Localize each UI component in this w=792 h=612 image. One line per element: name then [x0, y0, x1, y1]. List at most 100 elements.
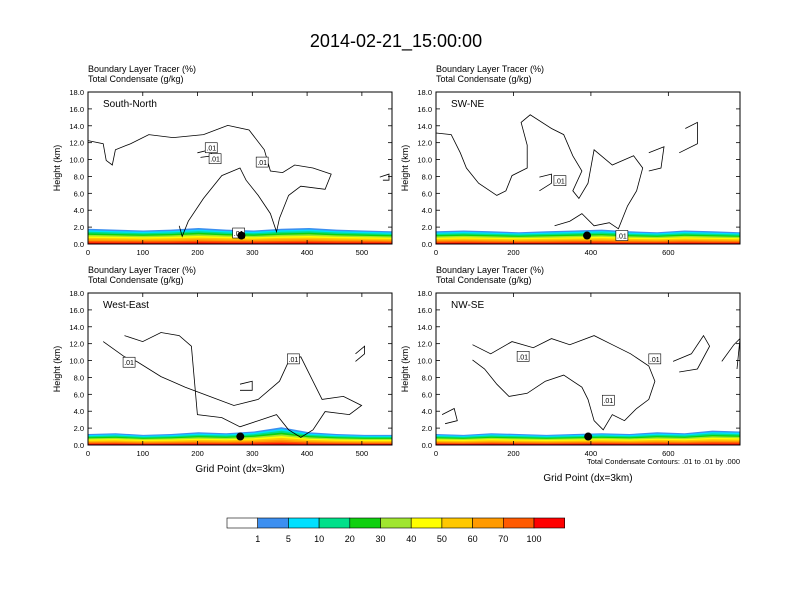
y-tick-label: 12.0	[417, 139, 432, 148]
condensate-contour	[721, 338, 740, 370]
y-tick-label: 16.0	[417, 105, 432, 114]
figure-title: 2014-02-21_15:00:00	[309, 31, 483, 51]
panel-label: West-East	[103, 300, 149, 311]
colorbar-swatch	[533, 517, 566, 529]
x-tick-label: 0	[434, 449, 438, 458]
x-tick-label: 400	[585, 248, 598, 257]
panel-2: Boundary Layer Tracer (%)Total Condensat…	[52, 265, 393, 475]
plot-frame	[87, 292, 393, 446]
y-tick-label: 8.0	[74, 172, 84, 181]
plot-frame	[87, 91, 393, 245]
contour-label-box	[553, 175, 567, 186]
contour-label-box	[602, 394, 615, 406]
y-tick-label: 10.0	[69, 357, 84, 366]
y-tick-label: 10.0	[417, 357, 432, 366]
colorbar-swatch	[257, 517, 289, 529]
x-axis-label: Grid Point (dx=3km)	[543, 473, 632, 484]
y-tick-label: 8.0	[422, 172, 432, 181]
y-tick-label: 0.0	[74, 240, 84, 249]
panel-subtitle: Total Condensate (g/kg)	[88, 74, 184, 84]
panel-label: South-North	[103, 99, 157, 110]
panel-label: NW-SE	[451, 300, 484, 311]
y-tick-label: 2.0	[74, 223, 84, 232]
y-tick-label: 16.0	[417, 306, 432, 315]
y-tick-label: 10.0	[69, 156, 84, 165]
x-tick-label: 400	[585, 449, 598, 458]
x-tick-label: 500	[356, 248, 369, 257]
y-tick-label: 16.0	[69, 105, 84, 114]
contour-label: .01	[289, 357, 299, 364]
x-tick-label: 400	[301, 449, 314, 458]
y-tick-label: 14.0	[417, 323, 432, 332]
condensate-contour	[672, 334, 711, 373]
x-tick-label: 600	[662, 449, 675, 458]
condensate-contour	[679, 121, 698, 154]
colorbar-swatch	[441, 517, 473, 529]
colorbar-swatch	[226, 517, 259, 529]
x-tick-label: 0	[86, 449, 90, 458]
colorbar-swatch	[472, 517, 504, 529]
x-tick-label: 200	[507, 449, 520, 458]
y-tick-label: 4.0	[74, 407, 84, 416]
x-tick-label: 300	[246, 449, 259, 458]
contour-label: .01	[603, 398, 613, 405]
colorbar-label: 100	[526, 534, 541, 544]
location-marker	[584, 432, 593, 441]
condensate-contour	[441, 407, 458, 425]
y-tick-label: 12.0	[69, 139, 84, 148]
contour-label: .01	[617, 234, 627, 241]
y-tick-label: 12.0	[417, 340, 432, 349]
location-marker	[583, 231, 592, 240]
y-tick-label: 10.0	[417, 156, 432, 165]
colorbar-label: 50	[437, 534, 447, 544]
contour-label-box	[208, 153, 222, 165]
panel-subtitle: Total Condensate (g/kg)	[88, 275, 184, 285]
y-tick-label: 4.0	[422, 206, 432, 215]
x-tick-label: 0	[434, 248, 438, 257]
x-tick-label: 200	[191, 248, 204, 257]
y-axis-label: Height (km)	[52, 346, 62, 393]
y-tick-label: 16.0	[69, 306, 84, 315]
x-tick-label: 400	[301, 248, 314, 257]
y-axis-label: Height (km)	[400, 145, 410, 192]
y-tick-label: 0.0	[422, 441, 432, 450]
y-tick-label: 6.0	[422, 390, 432, 399]
location-marker	[237, 231, 246, 240]
y-tick-label: 18.0	[69, 289, 84, 298]
contour-label-box	[122, 356, 136, 368]
x-axis-label: Grid Point (dx=3km)	[195, 464, 284, 475]
x-tick-label: 100	[137, 248, 150, 257]
contour-label-box	[516, 351, 530, 362]
y-tick-label: 14.0	[69, 122, 84, 131]
y-axis-label: Height (km)	[52, 145, 62, 192]
colorbar-swatch	[502, 517, 535, 529]
condensate-contour	[648, 146, 665, 172]
x-tick-label: 0	[86, 248, 90, 257]
y-tick-label: 6.0	[74, 189, 84, 198]
panel-subtitle: Boundary Layer Tracer (%)	[436, 64, 544, 74]
y-axis-label: Height (km)	[400, 346, 410, 393]
condensate-contour	[472, 335, 656, 431]
contour-label: .01	[650, 357, 660, 364]
tracer-field	[436, 334, 740, 445]
condensate-contour	[436, 114, 644, 230]
y-tick-label: 0.0	[422, 240, 432, 249]
contour-label: .01	[206, 146, 216, 153]
y-tick-label: 2.0	[422, 424, 432, 433]
x-tick-label: 500	[356, 449, 369, 458]
contour-label: .01	[124, 360, 134, 367]
y-tick-label: 2.0	[74, 424, 84, 433]
contour-note: Total Condensate Contours: .01 to .01 by…	[587, 457, 740, 466]
colorbar-swatch	[380, 517, 412, 529]
colorbar-label: 60	[468, 534, 478, 544]
panel-3: Boundary Layer Tracer (%)Total Condensat…	[400, 265, 741, 484]
contour-label: .01	[555, 179, 565, 186]
y-tick-label: 6.0	[422, 189, 432, 198]
y-tick-label: 4.0	[422, 407, 432, 416]
panel-subtitle: Total Condensate (g/kg)	[436, 275, 532, 285]
colorbar-swatch	[288, 517, 320, 529]
colorbar-swatch	[349, 517, 381, 529]
contour-label-box	[287, 353, 300, 365]
